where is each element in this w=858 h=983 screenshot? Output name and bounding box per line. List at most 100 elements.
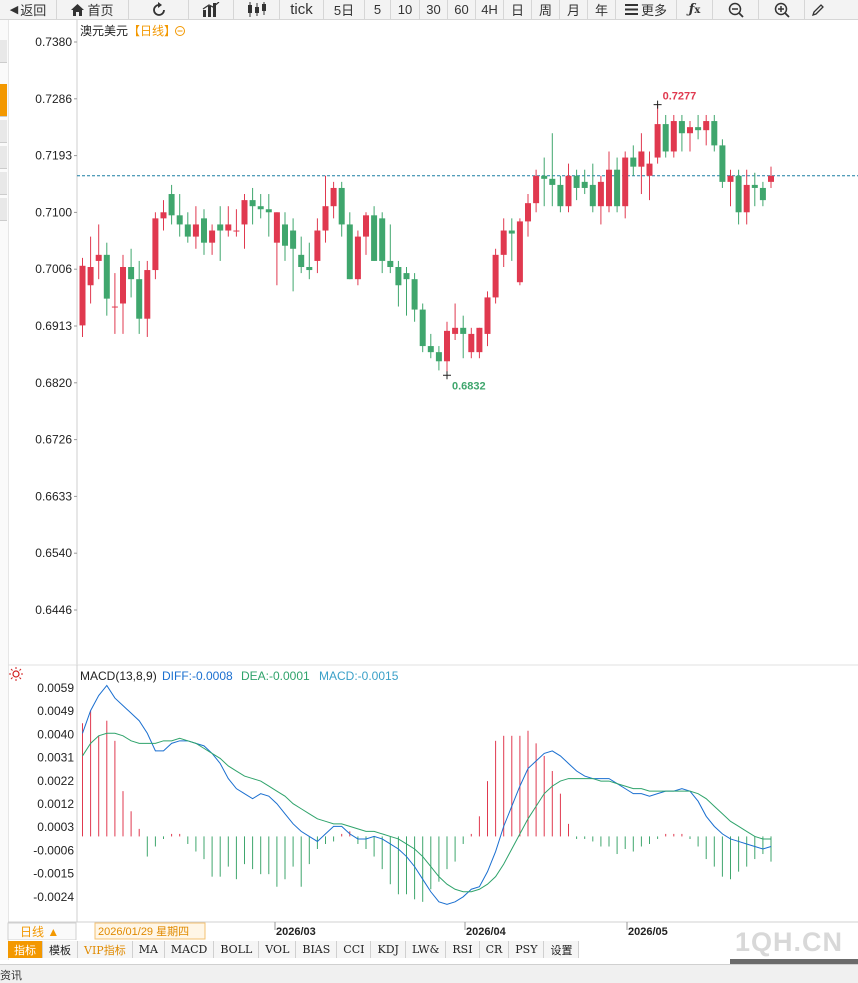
back-button[interactable]: ◀ 返回 bbox=[0, 0, 57, 19]
minus-circle-icon[interactable] bbox=[175, 26, 185, 36]
bottom-bar: 资讯 bbox=[0, 964, 858, 983]
candle-body bbox=[298, 254, 305, 268]
bar-chart-button[interactable] bbox=[189, 0, 234, 19]
candlestick-button[interactable] bbox=[234, 0, 280, 19]
draw-button[interactable] bbox=[805, 0, 831, 19]
period-week-button[interactable]: 周 bbox=[532, 0, 560, 19]
period-year-label: 年 bbox=[594, 3, 608, 18]
candle-body bbox=[184, 224, 191, 237]
tab-ma[interactable]: MA bbox=[132, 941, 165, 958]
candle bbox=[541, 157, 548, 207]
candle-body bbox=[703, 121, 710, 131]
candle bbox=[687, 121, 693, 152]
candle-body bbox=[192, 224, 199, 237]
candle-body bbox=[136, 279, 143, 319]
side-tab[interactable] bbox=[0, 146, 7, 169]
candle bbox=[646, 151, 653, 201]
refresh-button[interactable] bbox=[129, 0, 189, 19]
tab-vip-indicator[interactable]: VIP指标 bbox=[78, 941, 133, 958]
tab-vip-label: VIP指标 bbox=[84, 943, 126, 957]
candle bbox=[670, 114, 677, 158]
tab-bias[interactable]: BIAS bbox=[296, 941, 338, 958]
candle-body bbox=[128, 267, 135, 280]
side-tab[interactable] bbox=[0, 120, 7, 143]
candle bbox=[354, 230, 361, 286]
candle bbox=[573, 169, 580, 201]
zoom-in-button[interactable] bbox=[759, 0, 805, 19]
tab-cr[interactable]: CR bbox=[479, 941, 510, 958]
candle-body bbox=[541, 175, 548, 179]
more-button[interactable]: 更多 bbox=[616, 0, 677, 19]
side-tab[interactable] bbox=[0, 40, 7, 63]
formula-button[interactable]: ƒx bbox=[677, 0, 713, 19]
period-month-button[interactable]: 月 bbox=[560, 0, 588, 19]
candle bbox=[703, 114, 710, 146]
candle-body bbox=[346, 224, 353, 280]
candle bbox=[549, 133, 556, 207]
sun-settings-icon[interactable] bbox=[9, 667, 23, 681]
candle-body bbox=[435, 352, 442, 362]
candle-body bbox=[111, 306, 118, 308]
side-tab-active[interactable] bbox=[0, 84, 7, 117]
zoom-out-button[interactable] bbox=[713, 0, 759, 19]
scroll-handle[interactable] bbox=[730, 959, 858, 967]
period-year-button[interactable]: 年 bbox=[588, 0, 616, 19]
period-tag: 【日线】 bbox=[128, 24, 176, 38]
candle bbox=[330, 181, 337, 219]
period-day-button[interactable]: 日 bbox=[504, 0, 532, 19]
period-5d-button[interactable]: 5日 bbox=[324, 0, 365, 19]
candle-body bbox=[233, 230, 240, 232]
tab-boll[interactable]: BOLL bbox=[214, 941, 260, 958]
candle-body bbox=[670, 121, 677, 152]
candle-body bbox=[500, 230, 507, 255]
period-5m-label: 5 bbox=[373, 2, 382, 17]
tab-rsi[interactable]: RSI bbox=[446, 941, 480, 958]
candle-body bbox=[120, 267, 126, 304]
period-4h-button[interactable]: 4H bbox=[476, 0, 504, 19]
period-60m-button[interactable]: 60 bbox=[448, 0, 476, 19]
tab-macd[interactable]: MACD bbox=[164, 941, 215, 958]
candle bbox=[597, 175, 604, 225]
tab-lw[interactable]: LW& bbox=[405, 941, 447, 958]
candle-body bbox=[735, 175, 742, 213]
tab-kdj[interactable]: KDJ bbox=[371, 941, 406, 958]
candle-body bbox=[152, 218, 159, 271]
candle-body bbox=[638, 151, 645, 167]
high-marker: 0.7277 bbox=[653, 91, 696, 109]
tab-cci[interactable]: CCI bbox=[337, 941, 372, 958]
candle-body bbox=[695, 127, 702, 131]
candle bbox=[249, 187, 256, 225]
tab-settings[interactable]: 设置 bbox=[544, 941, 580, 958]
tab-vol[interactable]: VOL bbox=[259, 941, 297, 958]
tick-button[interactable]: tick bbox=[280, 0, 324, 19]
side-tab[interactable] bbox=[0, 198, 7, 221]
candle-body bbox=[338, 187, 345, 225]
tab-indicator[interactable]: 指标 bbox=[8, 941, 43, 958]
tab-psy[interactable]: PSY bbox=[509, 941, 545, 958]
news-tab[interactable]: 资讯 bbox=[0, 970, 22, 982]
price-tick-label: 0.6820 bbox=[35, 376, 72, 390]
tab-rsi-label: RSI bbox=[452, 943, 473, 956]
candle bbox=[371, 206, 378, 261]
period-selector[interactable] bbox=[7, 922, 77, 940]
candle-body bbox=[565, 175, 572, 207]
low-label: 0.6832 bbox=[452, 380, 486, 392]
side-tab[interactable] bbox=[0, 172, 7, 195]
price-tick-label: 0.6446 bbox=[35, 603, 72, 617]
period-month-label: 月 bbox=[566, 3, 580, 18]
period-30m-button[interactable]: 30 bbox=[420, 0, 448, 19]
candle bbox=[314, 218, 321, 274]
candle bbox=[265, 194, 272, 237]
period-5m-button[interactable]: 5 bbox=[365, 0, 391, 19]
candle bbox=[120, 254, 126, 334]
candle bbox=[95, 224, 102, 280]
menu-icon bbox=[624, 4, 638, 15]
candle bbox=[217, 206, 224, 261]
period-10m-button[interactable]: 10 bbox=[391, 0, 420, 19]
tab-template[interactable]: 模板 bbox=[43, 941, 78, 958]
candle bbox=[225, 206, 232, 237]
home-button[interactable]: 首页 bbox=[57, 0, 129, 19]
kline-chart[interactable]: 0.7380 0.7286 0.7193 0.7100 0.7006 0.6913 0.68… bbox=[0, 0, 858, 940]
candle-body bbox=[516, 221, 523, 283]
candle-body bbox=[727, 175, 734, 182]
